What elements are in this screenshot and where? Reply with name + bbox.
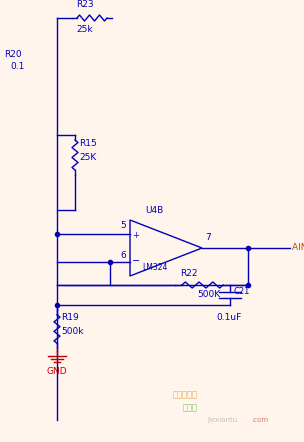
Text: R23: R23	[76, 0, 94, 9]
Text: R15: R15	[79, 138, 97, 148]
Text: 0.1: 0.1	[10, 62, 24, 71]
Text: 接线图: 接线图	[182, 404, 198, 412]
Text: 5: 5	[120, 221, 126, 230]
Text: R20: R20	[4, 50, 22, 59]
Text: 7: 7	[205, 233, 211, 242]
Text: LM324: LM324	[142, 263, 168, 272]
Text: 500K: 500K	[197, 290, 220, 299]
Text: R22: R22	[180, 269, 198, 278]
Text: 25K: 25K	[79, 152, 96, 161]
Text: 电子发烧友: 电子发烧友	[172, 390, 198, 400]
Text: +: +	[133, 231, 140, 240]
Text: 25k: 25k	[77, 25, 93, 34]
Text: jiexiantu: jiexiantu	[207, 417, 237, 423]
Text: C21: C21	[233, 287, 249, 297]
Text: U4B: U4B	[145, 206, 163, 215]
Text: GND: GND	[47, 367, 67, 376]
Text: 6: 6	[120, 251, 126, 260]
Text: 0.1uF: 0.1uF	[216, 313, 241, 322]
Text: −: −	[132, 255, 140, 266]
Text: R19: R19	[61, 313, 79, 323]
Text: AIN I: AIN I	[292, 244, 304, 252]
Text: .com: .com	[251, 417, 268, 423]
Text: 500k: 500k	[61, 328, 84, 336]
